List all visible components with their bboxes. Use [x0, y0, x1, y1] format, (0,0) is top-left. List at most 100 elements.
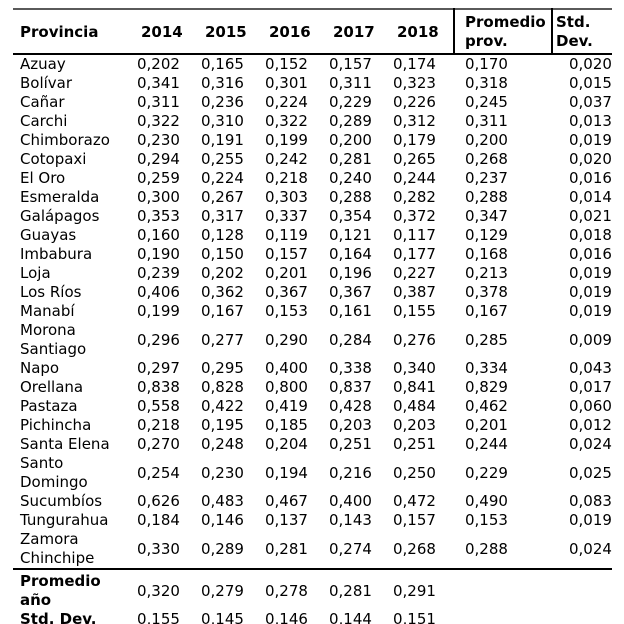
table-row: Cotopaxi 0,294 0,255 0,242 0,281 0,265 0,268 0,…: [13, 150, 612, 169]
value-cell: 0,288: [465, 188, 508, 206]
value-cell: 0,229: [465, 463, 508, 482]
province-cell: Esmeralda: [20, 188, 100, 206]
column-header-std-dev: Std. Dev.: [551, 9, 612, 55]
table-row: Zamora Chinchipe 0,330 0,289 0,281 0,274 0,26…: [13, 530, 612, 569]
table-row: Galápagos 0,353 0,317 0,337 0,354 0,372 0,347 0…: [13, 207, 612, 226]
value-cell: 0,400: [265, 359, 308, 377]
table-row: Imbabura 0,190 0,150 0,157 0,164 0,177 0,168 0,…: [13, 245, 612, 264]
value-cell: 0,330: [137, 539, 180, 558]
value-cell: 0,558: [137, 397, 180, 415]
value-cell: 0,428: [329, 397, 372, 415]
column-header-promedio-prov: Promedio prov.: [453, 9, 552, 55]
province-statistics-table: Provincia 2014 2015 2016 2017 2018 Prome…: [13, 8, 612, 624]
value-cell: 0,274: [329, 539, 372, 558]
value-cell: 0,137: [265, 511, 308, 529]
value-cell: 0,311: [137, 93, 180, 111]
value-cell: 0,191: [201, 131, 244, 149]
value-cell: 0,387: [393, 283, 436, 301]
value-cell: 0,289: [201, 539, 244, 558]
value-cell: 0,227: [393, 264, 436, 282]
footer-value-cell: [454, 610, 552, 624]
value-cell: 0,295: [201, 359, 244, 377]
province-cell: Santo Domingo: [20, 454, 88, 491]
value-cell: 0,117: [393, 226, 436, 244]
value-cell: 0,270: [137, 435, 180, 453]
value-cell: 0,016: [569, 245, 612, 263]
value-cell: 0,251: [393, 435, 436, 453]
province-cell: Morona Santiago: [20, 321, 87, 358]
value-cell: 0,119: [265, 226, 308, 244]
value-cell: 0,015: [569, 74, 612, 92]
value-cell: 0,828: [201, 378, 244, 396]
value-cell: 0,244: [393, 169, 436, 187]
value-cell: 0,316: [201, 74, 244, 92]
value-cell: 0,224: [265, 93, 308, 111]
value-cell: 0,218: [137, 416, 180, 434]
table-row: Loja 0,239 0,202 0,201 0,196 0,227 0,213 0,019: [13, 264, 612, 283]
value-cell: 0,226: [393, 93, 436, 111]
value-cell: 0,200: [329, 131, 372, 149]
value-cell: 0,483: [201, 492, 244, 510]
value-cell: 0,218: [265, 169, 308, 187]
value-cell: 0,167: [201, 302, 244, 320]
province-cell: Galápagos: [20, 207, 100, 225]
value-cell: 0,276: [393, 330, 436, 349]
value-cell: 0,467: [265, 492, 308, 510]
province-cell: Azuay: [20, 55, 66, 73]
footer-value-cell: [552, 568, 612, 610]
value-cell: 0,277: [201, 330, 244, 349]
value-cell: 0,025: [569, 463, 612, 482]
table-row: Sucumbíos 0,626 0,483 0,467 0,400 0,472 0,490 0…: [13, 492, 612, 511]
value-cell: 0,268: [465, 150, 508, 168]
value-cell: 0,161: [329, 302, 372, 320]
province-cell: Cotopaxi: [20, 150, 87, 168]
value-cell: 0,199: [265, 131, 308, 149]
footer-value-cell: [454, 568, 552, 610]
value-cell: 0,245: [465, 93, 508, 111]
value-cell: 0,203: [393, 416, 436, 434]
province-cell: Zamora Chinchipe: [20, 530, 95, 567]
value-cell: 0,177: [393, 245, 436, 263]
value-cell: 0,043: [569, 359, 612, 377]
province-cell: Chimborazo: [20, 131, 110, 149]
value-cell: 0,020: [569, 55, 612, 73]
value-cell: 0,216: [329, 463, 372, 482]
footer-value-cell: 0,146: [265, 610, 308, 624]
province-cell: Napo: [20, 359, 60, 377]
value-cell: 0,168: [465, 245, 508, 263]
value-cell: 0,318: [465, 74, 508, 92]
footer-row: Promedio año 0,320 0,279 0,278 0,281 0,291: [13, 568, 612, 610]
value-cell: 0,281: [329, 150, 372, 168]
province-statistics-table-container: Provincia 2014 2015 2016 2017 2018 Prome…: [13, 8, 612, 624]
value-cell: 0,019: [569, 264, 612, 282]
value-cell: 0,472: [393, 492, 436, 510]
value-cell: 0,204: [265, 435, 308, 453]
value-cell: 0,362: [201, 283, 244, 301]
footer-label-cell: Std. Dev.: [20, 610, 97, 624]
value-cell: 0,012: [569, 416, 612, 434]
value-cell: 0,267: [201, 188, 244, 206]
value-cell: 0,317: [201, 207, 244, 225]
column-header-provincia: Provincia: [13, 9, 134, 55]
value-cell: 0,213: [465, 264, 508, 282]
province-cell: Pastaza: [20, 397, 78, 415]
value-cell: 0,236: [201, 93, 244, 111]
value-cell: 0,281: [265, 539, 308, 558]
value-cell: 0,242: [265, 150, 308, 168]
value-cell: 0,254: [137, 463, 180, 482]
column-header-2014: 2014: [134, 9, 198, 55]
value-cell: 0,300: [137, 188, 180, 206]
value-cell: 0,024: [569, 539, 612, 558]
value-cell: 0,201: [465, 416, 508, 434]
value-cell: 0,347: [465, 207, 508, 225]
value-cell: 0,037: [569, 93, 612, 111]
value-cell: 0,160: [137, 226, 180, 244]
value-cell: 0,200: [465, 131, 508, 149]
value-cell: 0,406: [137, 283, 180, 301]
value-cell: 0,626: [137, 492, 180, 510]
footer-value-cell: 0,291: [390, 568, 454, 610]
table-row: Esmeralda 0,300 0,267 0,303 0,288 0,282 0,288 0…: [13, 188, 612, 207]
table-row: Napo 0,297 0,295 0,400 0,338 0,340 0,334 0,043: [13, 359, 612, 378]
value-cell: 0,155: [393, 302, 436, 320]
value-cell: 0,378: [465, 283, 508, 301]
